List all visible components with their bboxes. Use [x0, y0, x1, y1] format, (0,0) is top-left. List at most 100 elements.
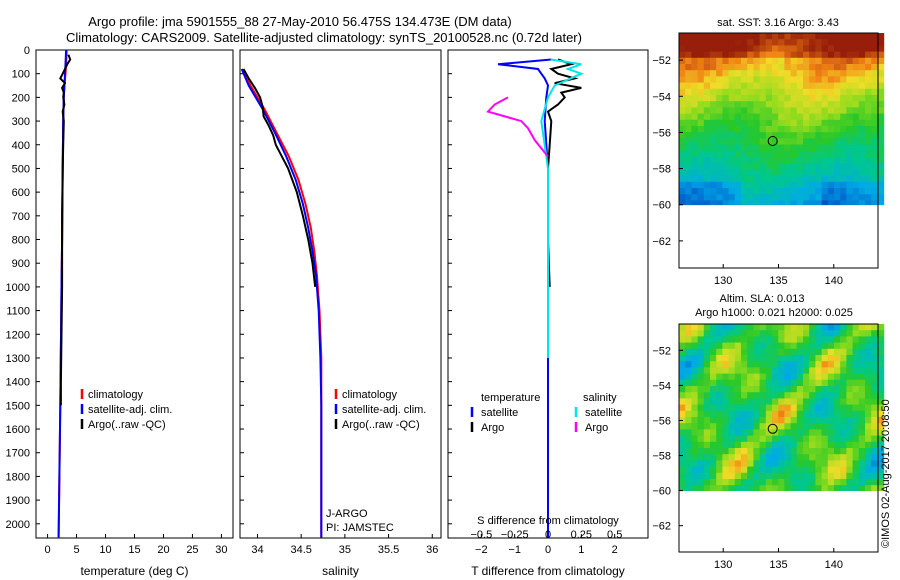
map-cell [809, 441, 816, 449]
map-cell [809, 88, 816, 96]
map-cell [722, 64, 730, 71]
map-cell [722, 76, 730, 83]
map-cell [685, 342, 692, 350]
map-cell [685, 157, 692, 164]
map-cell [877, 45, 885, 52]
map-cell [827, 398, 835, 405]
map-cell [685, 194, 692, 201]
map-cell [710, 107, 717, 114]
map-cell [778, 113, 785, 121]
map-cell [840, 200, 847, 206]
map-cell [865, 150, 872, 158]
map-cell [815, 113, 823, 121]
map-cell [765, 144, 773, 152]
map-cell [865, 188, 872, 195]
map-cell [685, 460, 692, 467]
map-cell [827, 163, 835, 170]
map-cell [865, 101, 872, 108]
map-cell [834, 435, 841, 443]
map-cell [796, 138, 804, 145]
map-cell [679, 70, 686, 77]
map-cell [858, 429, 866, 436]
map-cell [803, 448, 810, 455]
map-cell [803, 194, 810, 201]
map-cell [827, 150, 835, 158]
map-cell [759, 107, 767, 114]
map-cell [790, 460, 798, 467]
map-cell [710, 460, 717, 467]
map-cell [834, 367, 841, 374]
map-cell [846, 157, 854, 164]
map-cell [753, 76, 761, 83]
map-cell [809, 76, 816, 83]
map-cell [697, 150, 705, 158]
map-cell [741, 169, 748, 176]
map-cell [815, 95, 823, 102]
map-cell [815, 82, 823, 90]
map-cell [827, 144, 835, 152]
map-cell [747, 132, 754, 139]
map-cell [765, 126, 773, 133]
map-cell [784, 157, 792, 164]
map-cell [809, 348, 816, 356]
map-cell [772, 373, 779, 381]
map-cell [834, 336, 841, 343]
map-cell [734, 113, 742, 121]
map-cell [710, 150, 717, 158]
map-cell [685, 70, 692, 77]
map-cell [747, 392, 754, 399]
map-cell [821, 88, 829, 96]
map-cell [865, 181, 872, 189]
map-cell [753, 386, 761, 393]
map-cell [877, 342, 885, 350]
map-cell [790, 169, 798, 176]
map-cell [741, 126, 748, 133]
map-cell [697, 330, 705, 337]
map-cell [741, 410, 748, 418]
map-cell [840, 448, 847, 455]
map-cell [827, 454, 835, 461]
map-cell [834, 57, 841, 65]
map-cell [790, 441, 798, 449]
map-cell [846, 70, 854, 77]
map-cell [679, 373, 686, 381]
map-cell [734, 324, 742, 331]
map-cell [858, 88, 866, 96]
map-cell [877, 379, 885, 387]
map-cell [716, 336, 723, 343]
map-cell [728, 188, 736, 195]
map-cell [778, 472, 785, 480]
map-cell [827, 82, 835, 90]
map-cell [772, 410, 779, 418]
map-cell [803, 355, 810, 362]
map-cell [803, 45, 810, 52]
map-cell [697, 45, 705, 52]
map-cell [703, 194, 711, 201]
map-cell [840, 330, 847, 337]
map-cell [728, 472, 736, 480]
map-cell [772, 113, 779, 121]
map-x-tick-label: 130 [714, 559, 732, 571]
map-cell [858, 460, 866, 467]
map-cell [772, 485, 779, 492]
map-cell [722, 392, 730, 399]
map-cell [759, 88, 767, 96]
map-cell [790, 435, 798, 443]
map-cell [796, 175, 804, 183]
map-cell [759, 101, 767, 108]
map-cell [679, 138, 686, 145]
map-cell [840, 188, 847, 195]
map-cell [691, 144, 699, 152]
map-cell [865, 460, 872, 467]
map-cell [734, 107, 742, 114]
map-cell [728, 39, 736, 46]
map-cell [747, 342, 754, 350]
map-cell [877, 194, 885, 201]
map-cell [877, 70, 885, 77]
map-cell [741, 454, 748, 461]
map-cell [790, 188, 798, 195]
map-cell [871, 454, 878, 461]
map-cell [722, 181, 730, 189]
map-cell [741, 435, 748, 443]
map-cell [778, 150, 785, 158]
